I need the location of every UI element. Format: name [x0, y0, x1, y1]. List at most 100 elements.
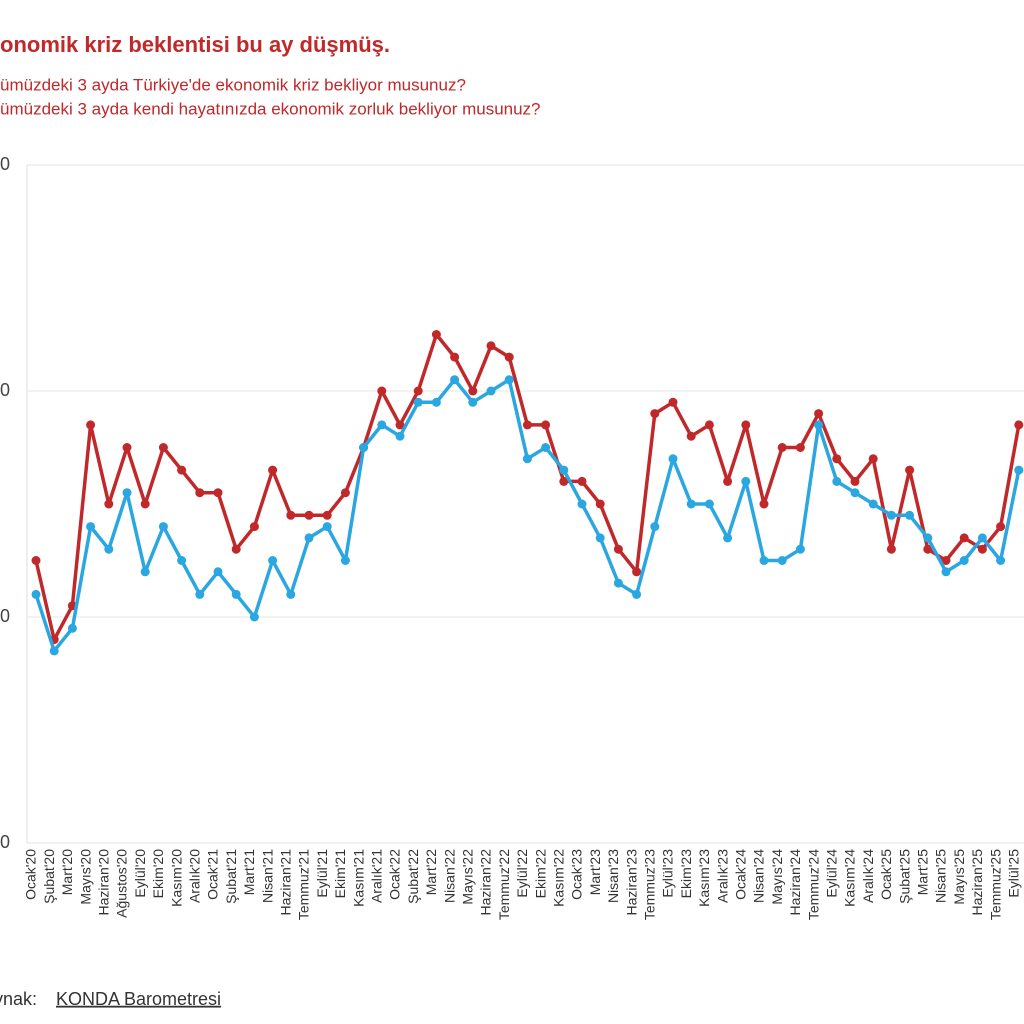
point — [886, 544, 896, 554]
point — [122, 443, 132, 452]
point — [1014, 465, 1024, 475]
point — [67, 623, 77, 633]
point — [923, 544, 933, 554]
point — [286, 510, 296, 520]
line — [34, 332, 1021, 642]
point — [777, 443, 787, 452]
point — [905, 510, 915, 520]
point — [104, 499, 114, 509]
point — [905, 465, 915, 475]
point — [431, 330, 441, 339]
point — [923, 533, 933, 543]
x-tick-label: Ekim'20 — [150, 849, 166, 899]
point — [632, 589, 642, 599]
point — [741, 476, 751, 486]
x-tick-label: Ocak'23 — [569, 849, 585, 900]
point — [723, 476, 733, 486]
x-tick-label: Şubat'25 — [896, 849, 912, 904]
x-tick-label: Mart'25 — [915, 849, 931, 895]
point — [86, 522, 96, 532]
point — [850, 488, 860, 498]
point — [941, 567, 951, 577]
x-tick-label: Kasım'23 — [696, 849, 712, 907]
point — [49, 646, 59, 656]
point — [177, 556, 187, 565]
point — [632, 567, 642, 577]
point — [595, 533, 605, 543]
point — [450, 375, 460, 385]
point — [468, 397, 478, 407]
point — [158, 522, 168, 532]
x-tick-label: Şubat'21 — [223, 849, 239, 904]
point — [504, 352, 514, 362]
point — [31, 556, 41, 565]
point — [522, 420, 532, 430]
point — [996, 556, 1006, 565]
point — [777, 556, 787, 565]
point — [795, 443, 805, 452]
point — [395, 420, 405, 430]
chart-title: onomik kriz beklentisi bu ay düşmüş. — [0, 32, 390, 57]
point — [231, 589, 241, 599]
x-tick-label: Şubat'22 — [405, 849, 421, 904]
point — [486, 386, 496, 396]
point — [686, 431, 696, 441]
y-tick-label: 80 — [0, 154, 10, 174]
point — [577, 476, 587, 486]
x-tick-label: Ocak'21 — [205, 849, 221, 900]
point — [468, 386, 478, 396]
x-tick-label: Aralık'23 — [714, 849, 730, 903]
point — [522, 454, 532, 464]
point — [140, 567, 150, 577]
point — [286, 589, 296, 599]
point — [832, 454, 842, 464]
point — [158, 443, 168, 452]
x-tick-label: Kasım'24 — [842, 849, 858, 907]
point — [723, 533, 733, 543]
x-tick-label: Haziran'20 — [96, 849, 112, 916]
x-tick-label: Eylül'21 — [314, 849, 330, 898]
point — [577, 499, 587, 509]
point — [868, 454, 878, 464]
x-tick-label: Ocak'24 — [733, 849, 749, 900]
x-tick-label: Nisan'24 — [751, 849, 767, 903]
x-tick-label: Eylül'23 — [660, 849, 676, 898]
point — [741, 420, 751, 430]
point — [413, 386, 423, 396]
x-tick-label: Temmuz'25 — [987, 849, 1003, 920]
x-tick-label: Ocak'25 — [878, 849, 894, 900]
x-tick-label: Ocak'20 — [23, 849, 39, 900]
x-tick-label: Nisan'21 — [259, 849, 275, 903]
x-tick-label: Mayıs'22 — [460, 849, 476, 905]
point — [359, 443, 369, 452]
x-tick-label: Şubat'20 — [41, 849, 57, 904]
x-tick-label: Eylül'20 — [132, 849, 148, 898]
point — [122, 488, 132, 498]
point — [431, 397, 441, 407]
x-tick-label: Temmuz'21 — [296, 849, 312, 920]
x-tick-label: Mart'21 — [241, 849, 257, 895]
y-tick-label: 60 — [0, 380, 10, 400]
point — [541, 443, 551, 452]
point — [213, 488, 223, 498]
point — [377, 386, 387, 396]
x-tick-label: Aralık'21 — [369, 849, 385, 903]
point — [322, 510, 332, 520]
x-tick-label: Aralık'24 — [860, 849, 876, 903]
point — [613, 578, 623, 588]
x-tick-label: Kasım'22 — [551, 849, 567, 907]
point — [941, 556, 951, 565]
point — [559, 465, 569, 475]
point — [340, 556, 350, 565]
point — [450, 352, 460, 362]
source-link[interactable]: KONDA Barometresi — [56, 989, 221, 1009]
point — [959, 533, 969, 543]
x-tick-label: Mayıs'25 — [951, 849, 967, 905]
point — [1014, 420, 1024, 430]
point — [668, 454, 678, 464]
point — [322, 522, 332, 532]
point — [613, 544, 623, 554]
point — [886, 510, 896, 520]
point — [759, 556, 769, 565]
